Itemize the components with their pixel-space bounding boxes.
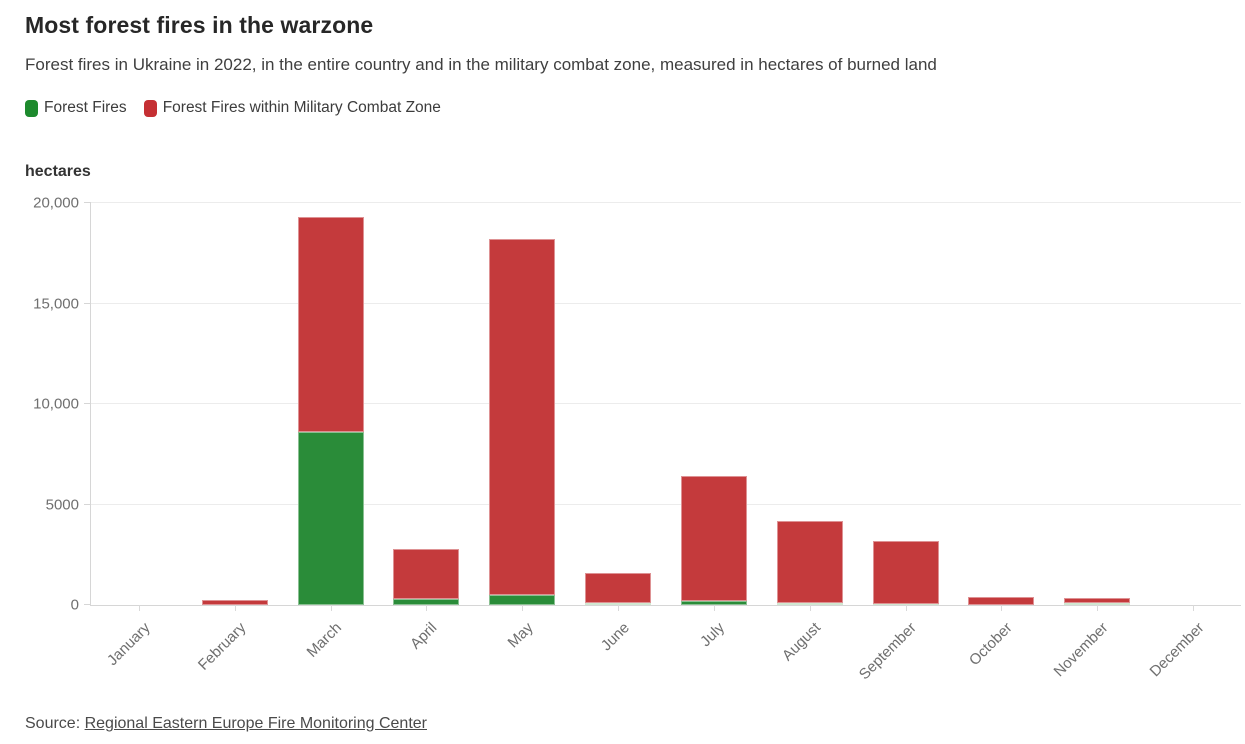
bar-segment-forest-fires — [393, 598, 460, 605]
x-axis-tick — [1193, 605, 1195, 611]
bar-may — [489, 239, 556, 605]
bar-segment-combat-zone — [585, 572, 652, 603]
gridline — [91, 202, 1241, 203]
y-tick-label: 0 — [70, 596, 79, 614]
y-axis-tick — [84, 202, 91, 203]
bar-segment-forest-fires — [297, 432, 364, 605]
x-tick-label-april: April — [407, 619, 441, 653]
y-axis-tick — [84, 604, 91, 605]
legend-swatch-icon — [143, 99, 157, 117]
x-axis-tick — [618, 605, 620, 611]
legend-swatch-icon — [25, 99, 38, 117]
bar-segment-forest-fires — [585, 603, 652, 605]
bar-april — [393, 548, 460, 605]
x-axis-tick — [809, 605, 811, 611]
x-axis-tick — [522, 605, 524, 611]
y-axis-tick — [84, 503, 91, 505]
y-tick-label: 5000 — [45, 496, 79, 513]
x-tick-label-january: January — [103, 619, 154, 670]
x-tick-label-october: October — [965, 619, 1016, 670]
bar-june — [585, 572, 652, 605]
gridline — [91, 403, 1241, 404]
x-tick-label-february: February — [194, 619, 250, 674]
y-tick-label: 10,000 — [33, 395, 79, 413]
bar-segment-forest-fires — [776, 603, 843, 605]
bar-october — [968, 596, 1035, 605]
legend-item-1: Forest Fires within Military Combat Zone — [143, 99, 441, 117]
x-axis-tick — [713, 605, 715, 611]
bar-february — [201, 600, 268, 605]
legend-item-0: Forest Fires — [25, 99, 127, 117]
x-tick-label-august: August — [779, 619, 825, 665]
source-link[interactable]: Regional Eastern Europe Fire Monitoring … — [84, 715, 427, 732]
bar-segment-combat-zone — [872, 540, 939, 604]
y-axis-title: hectares — [25, 163, 91, 180]
bar-segment-combat-zone — [1064, 598, 1131, 603]
bar-segment-forest-fires — [1064, 602, 1131, 605]
x-tick-label-may: May — [504, 619, 537, 652]
x-axis-tick — [426, 605, 428, 611]
bar-segment-combat-zone — [776, 520, 843, 603]
chart-subtitle: Forest fires in Ukraine in 2022, in the … — [25, 55, 937, 74]
plot-area: 0 5000 10,000 15,000 20,000 January February Ma… — [33, 196, 1241, 683]
bar-segment-combat-zone — [393, 548, 460, 599]
bar-segment-forest-fires — [489, 594, 556, 605]
source-prefix: Source: — [25, 715, 85, 732]
x-tick-label-july: July — [697, 619, 729, 651]
bar-segment-combat-zone — [201, 600, 268, 605]
bar-segment-forest-fires — [872, 604, 939, 605]
legend-label: Forest Fires within Military Combat Zone — [162, 99, 441, 116]
legend-label: Forest Fires — [44, 99, 127, 116]
x-axis-tick — [905, 605, 907, 611]
bar-march — [297, 217, 364, 605]
x-tick-label-march: March — [303, 619, 345, 661]
bar-july — [680, 476, 747, 605]
y-tick-label: 20,000 — [33, 194, 79, 212]
bar-segment-combat-zone — [680, 476, 747, 601]
source-line: Source: Regional Eastern Europe Fire Mon… — [25, 715, 427, 733]
legend: Forest Fires Forest Fires within Military… — [25, 99, 441, 117]
bar-august — [776, 520, 843, 605]
y-axis-tick — [84, 302, 91, 304]
bar-segment-combat-zone — [489, 239, 556, 595]
x-tick-label-june: June — [597, 619, 633, 655]
bar-september — [872, 540, 939, 605]
x-tick-label-november: November — [1050, 619, 1112, 681]
x-axis-tick — [1001, 605, 1003, 611]
gridline — [91, 302, 1241, 304]
bar-segment-forest-fires — [680, 600, 747, 605]
x-tick-label-december: December — [1146, 619, 1208, 681]
x-axis-tick — [138, 605, 140, 611]
x-axis-tick — [330, 605, 332, 611]
y-tick-label: 15,000 — [33, 295, 79, 312]
x-tick-label-september: September — [856, 619, 920, 684]
x-axis-tick — [234, 605, 236, 611]
bar-segment-combat-zone — [968, 596, 1035, 605]
bar-november — [1064, 598, 1131, 605]
x-axis-tick — [1097, 605, 1099, 611]
bar-segment-combat-zone — [297, 217, 364, 433]
y-axis-tick — [84, 403, 91, 404]
gridline — [91, 503, 1241, 505]
chart-title: Most forest fires in the warzone — [25, 12, 374, 38]
